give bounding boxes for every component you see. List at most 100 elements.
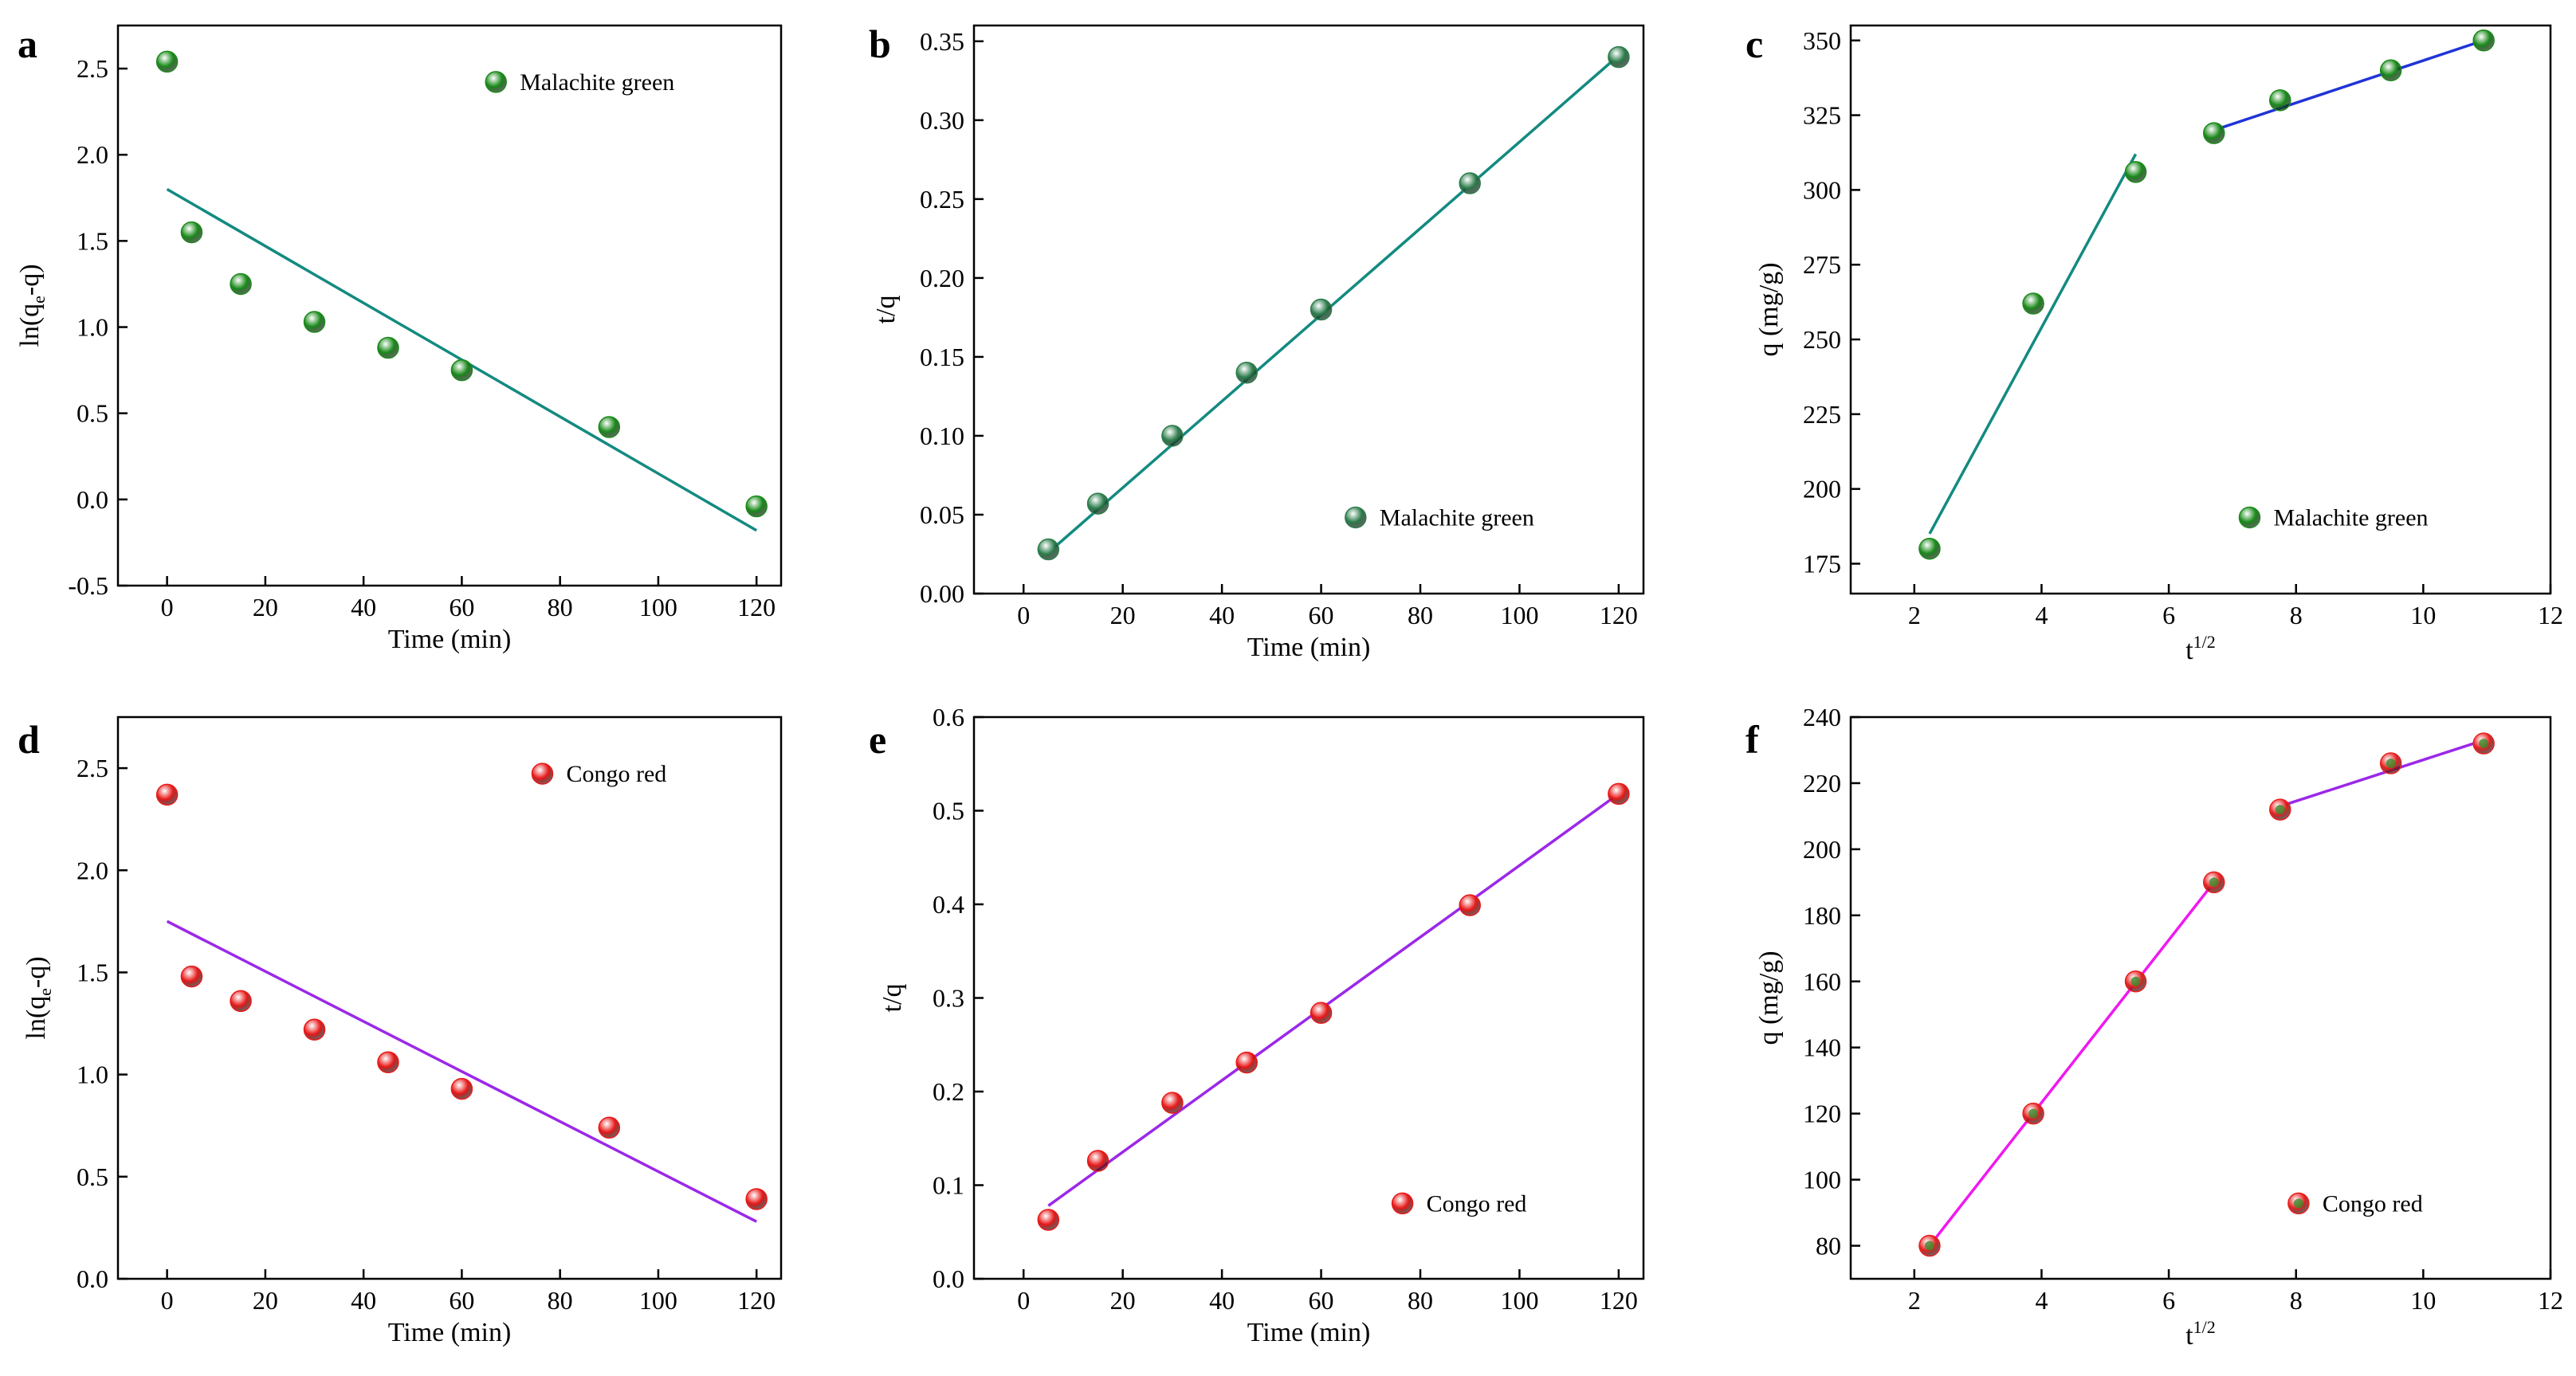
x-tick-label: 20 [253, 1286, 278, 1315]
y-tick-label: 275 [1803, 250, 1841, 279]
panel-label-c: c [1745, 22, 1763, 66]
data-point [303, 1018, 326, 1041]
y-tick-label: 0.35 [920, 27, 964, 56]
x-tick-label: 80 [1408, 1286, 1433, 1315]
legend: Malachite green [2238, 504, 2429, 531]
data-point [1608, 45, 1630, 69]
y-tick-label: 0.10 [920, 421, 964, 450]
data-point [1037, 538, 1060, 561]
y-tick-label: 0.1 [933, 1171, 964, 1200]
y-axis-label: q (mg/g) [1754, 951, 1784, 1045]
x-tick-label: 4 [2035, 601, 2048, 629]
data-point-center [2209, 877, 2219, 888]
x-tick-label: 12 [2538, 1286, 2563, 1315]
y-tick-label: 225 [1803, 400, 1841, 429]
x-tick-label: 0 [161, 593, 174, 621]
fit-line-2 [2213, 39, 2484, 132]
data-point [1310, 298, 1333, 321]
plot-frame [972, 715, 1645, 1280]
legend: Malachite green [485, 69, 674, 96]
y-tick-label: 325 [1803, 101, 1841, 130]
panel-d: d 0 20 40 60 80 100 120 0.0 0.5 1.0 1.5 2.0 2.5 Time (… [18, 715, 783, 1347]
y-tick-label: 250 [1803, 325, 1841, 354]
x-tick-label: 40 [1209, 601, 1235, 629]
x-tick-label: 6 [2162, 1286, 2175, 1315]
legend-label: Malachite green [1380, 504, 1534, 531]
fit-line-1 [1047, 54, 1620, 554]
x-tick-label: 60 [1309, 1286, 1334, 1315]
y-tick-label: 80 [1816, 1232, 1841, 1260]
x-axis-label: Time (min) [1247, 633, 1371, 662]
x-tick-label: 100 [639, 1286, 677, 1315]
panel-a: a 0 20 40 60 80 100 120 -0.5 0.0 0.5 1.0 1.5 2.0 2.5 Ti… [15, 22, 783, 654]
panel-label-e: e [869, 717, 886, 762]
x-tick-label: 12 [2538, 601, 2563, 629]
legend: Malachite green [1345, 504, 1534, 531]
x-tick-label: 20 [1110, 601, 1136, 629]
y-axis-label: t/q [871, 296, 901, 324]
x-axis-label: Time (min) [388, 625, 512, 654]
y-tick-label: 2.0 [77, 856, 108, 884]
data-point [1086, 1150, 1109, 1172]
y-tick-label: 2.5 [77, 754, 108, 782]
data-point [1037, 1209, 1060, 1231]
y-axis-label: t/q [878, 984, 907, 1013]
x-tick-label: 120 [737, 1286, 776, 1315]
y-tick-label: 0.0 [933, 1264, 964, 1293]
y-tick-label: 2.0 [77, 140, 108, 169]
x-axis-label: Time (min) [1247, 1318, 1371, 1347]
y-tick-label: 240 [1803, 703, 1841, 731]
data-point [1310, 1002, 1333, 1025]
x-tick-label: 60 [1309, 601, 1334, 629]
y-tick-label: 0.0 [77, 1264, 108, 1293]
x-tick-label: 10 [2410, 601, 2436, 629]
x-tick-label: 120 [737, 593, 776, 621]
legend: Congo red [531, 761, 666, 787]
y-tick-label: 0.3 [933, 984, 964, 1013]
x-tick-label: 100 [1500, 1286, 1538, 1315]
y-tick-label: 140 [1803, 1033, 1841, 1062]
y-tick-label: 1.0 [77, 313, 108, 342]
x-tick-label: 60 [449, 1286, 474, 1315]
legend-marker [531, 762, 554, 785]
y-tick-label: 0.30 [920, 106, 964, 135]
y-tick-label: 0.20 [920, 264, 964, 292]
data-point [230, 990, 252, 1013]
y-tick-label: 2.5 [77, 54, 108, 83]
legend-label: Malachite green [2273, 504, 2428, 531]
data-point [1235, 361, 1258, 384]
data-point [180, 221, 203, 244]
legend-marker [2238, 506, 2261, 529]
x-tick-label: 40 [351, 1286, 376, 1315]
y-tick-label: 0.6 [933, 703, 964, 731]
data-point [450, 359, 473, 382]
plot-frame [972, 24, 1645, 595]
x-tick-label: 0 [1017, 601, 1030, 629]
panel-label-a: a [18, 22, 37, 66]
x-tick-label: 8 [2290, 601, 2303, 629]
y-tick-label: 1.0 [77, 1060, 108, 1089]
legend-label: Malachite green [520, 69, 674, 96]
data-point [1235, 1051, 1258, 1074]
y-axis-label: ln(qe-q) [22, 956, 55, 1039]
x-tick-label: 2 [1908, 1286, 1921, 1315]
x-tick-label: 20 [253, 593, 278, 621]
legend-marker [1345, 506, 1367, 529]
data-point [1608, 782, 1630, 806]
x-tick-label: 2 [1908, 601, 1921, 629]
data-point [2203, 122, 2225, 144]
fit-line-1 [1047, 792, 1620, 1207]
y-tick-label: 0.05 [920, 500, 964, 529]
x-axis-label: t1/2 [2185, 1317, 2216, 1351]
data-point-center [1924, 1241, 1934, 1251]
y-tick-label: 300 [1803, 175, 1841, 204]
panel-e: e 0 20 40 60 80 100 120 0.0 0.1 0.2 0.3 0.4 0.5 0.6 Tim… [869, 703, 1645, 1347]
legend: Congo red [2287, 1190, 2423, 1217]
data-point [377, 336, 399, 359]
y-tick-label: 0.5 [933, 797, 964, 825]
y-tick-label: 160 [1803, 967, 1841, 996]
data-point-center [2275, 805, 2285, 815]
fit-line-1 [1928, 153, 2138, 535]
plot-frame [116, 24, 783, 587]
y-tick-label: 120 [1803, 1100, 1841, 1128]
